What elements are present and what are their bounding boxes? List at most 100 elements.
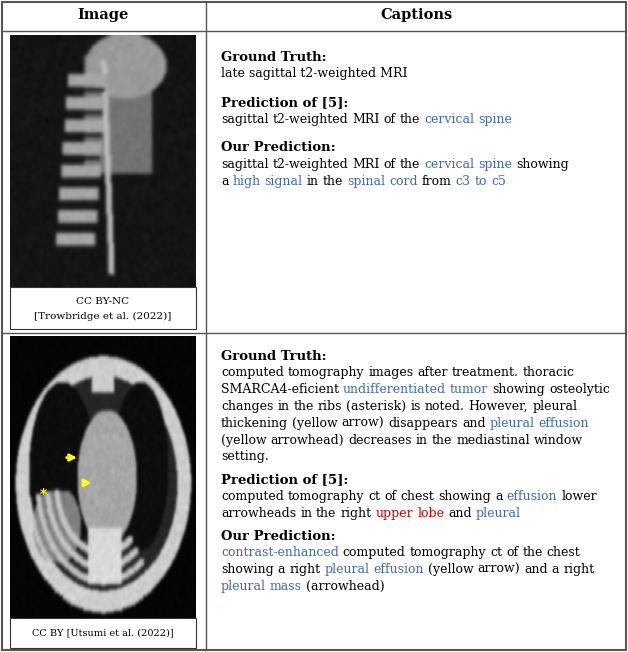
Text: cord: cord [389,175,418,188]
Text: Our Prediction:: Our Prediction: [221,141,335,155]
Text: contrast-enhanced: contrast-enhanced [221,546,339,559]
Text: ct: ct [490,546,502,559]
Text: Ground Truth:: Ground Truth: [221,349,327,363]
Text: tomography: tomography [288,366,364,379]
Text: tomography: tomography [409,546,486,559]
Text: pleural: pleural [324,563,369,576]
Text: of: of [384,113,396,126]
Text: osteolytic: osteolytic [549,383,610,396]
Text: showing: showing [438,490,491,503]
Text: the: the [400,158,420,171]
Text: right: right [290,563,320,576]
Text: Prediction of [5]:: Prediction of [5]: [221,473,349,486]
Text: c5: c5 [491,175,506,188]
Text: spinal: spinal [347,175,385,188]
Text: showing: showing [516,158,569,171]
Text: thoracic: thoracic [523,366,575,379]
Text: pleural: pleural [490,417,534,430]
Text: of: of [506,546,519,559]
Text: CC BY [Utsumi et al. (2022)]: CC BY [Utsumi et al. (2022)] [32,629,174,638]
Text: Ground Truth:: Ground Truth: [221,51,327,64]
Text: right: right [563,563,595,576]
Text: pleural: pleural [221,580,266,593]
Text: sagittal: sagittal [221,113,269,126]
Text: in: in [306,175,318,188]
Bar [10,286,196,329]
Text: computed: computed [343,546,406,559]
Text: undifferentiated: undifferentiated [343,383,446,396]
Text: (asterisk): (asterisk) [346,400,406,413]
Text: pleural: pleural [533,400,577,413]
Text: disappears: disappears [389,417,458,430]
Text: thickening: thickening [221,417,288,430]
Text: (yellow: (yellow [428,563,474,576]
Text: computed: computed [221,366,284,379]
Text: changes: changes [221,400,273,413]
Text: from: from [421,175,452,188]
Text: cervical: cervical [424,113,474,126]
Text: effusion: effusion [374,563,424,576]
Bar [10,618,196,648]
Text: [Trowbridge et al. (2022)]: [Trowbridge et al. (2022)] [35,312,171,321]
Text: arrowheads: arrowheads [221,507,296,520]
Text: CC BY-NC: CC BY-NC [77,297,129,306]
Text: ribs: ribs [318,400,342,413]
Text: of: of [384,490,397,503]
Text: arrow): arrow) [342,417,384,430]
Text: (arrowhead): (arrowhead) [306,580,384,593]
Text: Captions: Captions [381,8,453,22]
Text: (yellow: (yellow [292,417,338,430]
Text: ct: ct [369,490,381,503]
Text: a: a [221,175,229,188]
Text: arrow): arrow) [478,563,520,576]
Text: a: a [552,563,560,576]
Text: late sagittal t2-weighted MRI: late sagittal t2-weighted MRI [221,67,408,80]
Text: (yellow: (yellow [221,434,267,447]
Text: of: of [384,158,396,171]
Text: images: images [369,366,414,379]
Text: decreases: decreases [349,434,412,447]
Text: a: a [278,563,285,576]
Text: window: window [534,434,583,447]
Text: upper: upper [376,507,413,520]
Text: tomography: tomography [288,490,364,503]
Text: setting.: setting. [221,451,269,464]
Text: after: after [418,366,448,379]
Text: lobe: lobe [417,507,444,520]
Text: treatment.: treatment. [452,366,519,379]
Text: showing: showing [221,563,274,576]
Text: chest: chest [401,490,435,503]
Text: high: high [232,175,261,188]
Text: the: the [323,175,343,188]
Text: SMARCA4-eficient: SMARCA4-eficient [221,383,339,396]
Text: the: the [522,546,543,559]
Text: in: in [300,507,312,520]
Text: the: the [316,507,337,520]
Text: spine: spine [478,158,512,171]
Text: Our Prediction:: Our Prediction: [221,529,335,542]
Text: is: is [410,400,421,413]
Text: lower: lower [561,490,597,503]
Text: and: and [448,507,472,520]
Text: in: in [416,434,428,447]
Text: the: the [432,434,452,447]
Text: chest: chest [547,546,581,559]
Text: in: in [278,400,290,413]
Text: a: a [495,490,502,503]
Text: effusion: effusion [507,490,557,503]
Text: tumor: tumor [450,383,489,396]
Text: the: the [293,400,314,413]
Text: sagittal: sagittal [221,158,269,171]
Text: showing: showing [492,383,545,396]
Text: pleural: pleural [476,507,521,520]
Text: and: and [462,417,485,430]
Text: spine: spine [478,113,512,126]
Text: c3: c3 [455,175,470,188]
Text: t2-weighted: t2-weighted [273,113,349,126]
Text: *: * [40,487,47,501]
Text: Image: Image [77,8,129,22]
Text: and: and [524,563,548,576]
Text: signal: signal [264,175,303,188]
Text: computed: computed [221,490,284,503]
Text: However,: However, [468,400,528,413]
